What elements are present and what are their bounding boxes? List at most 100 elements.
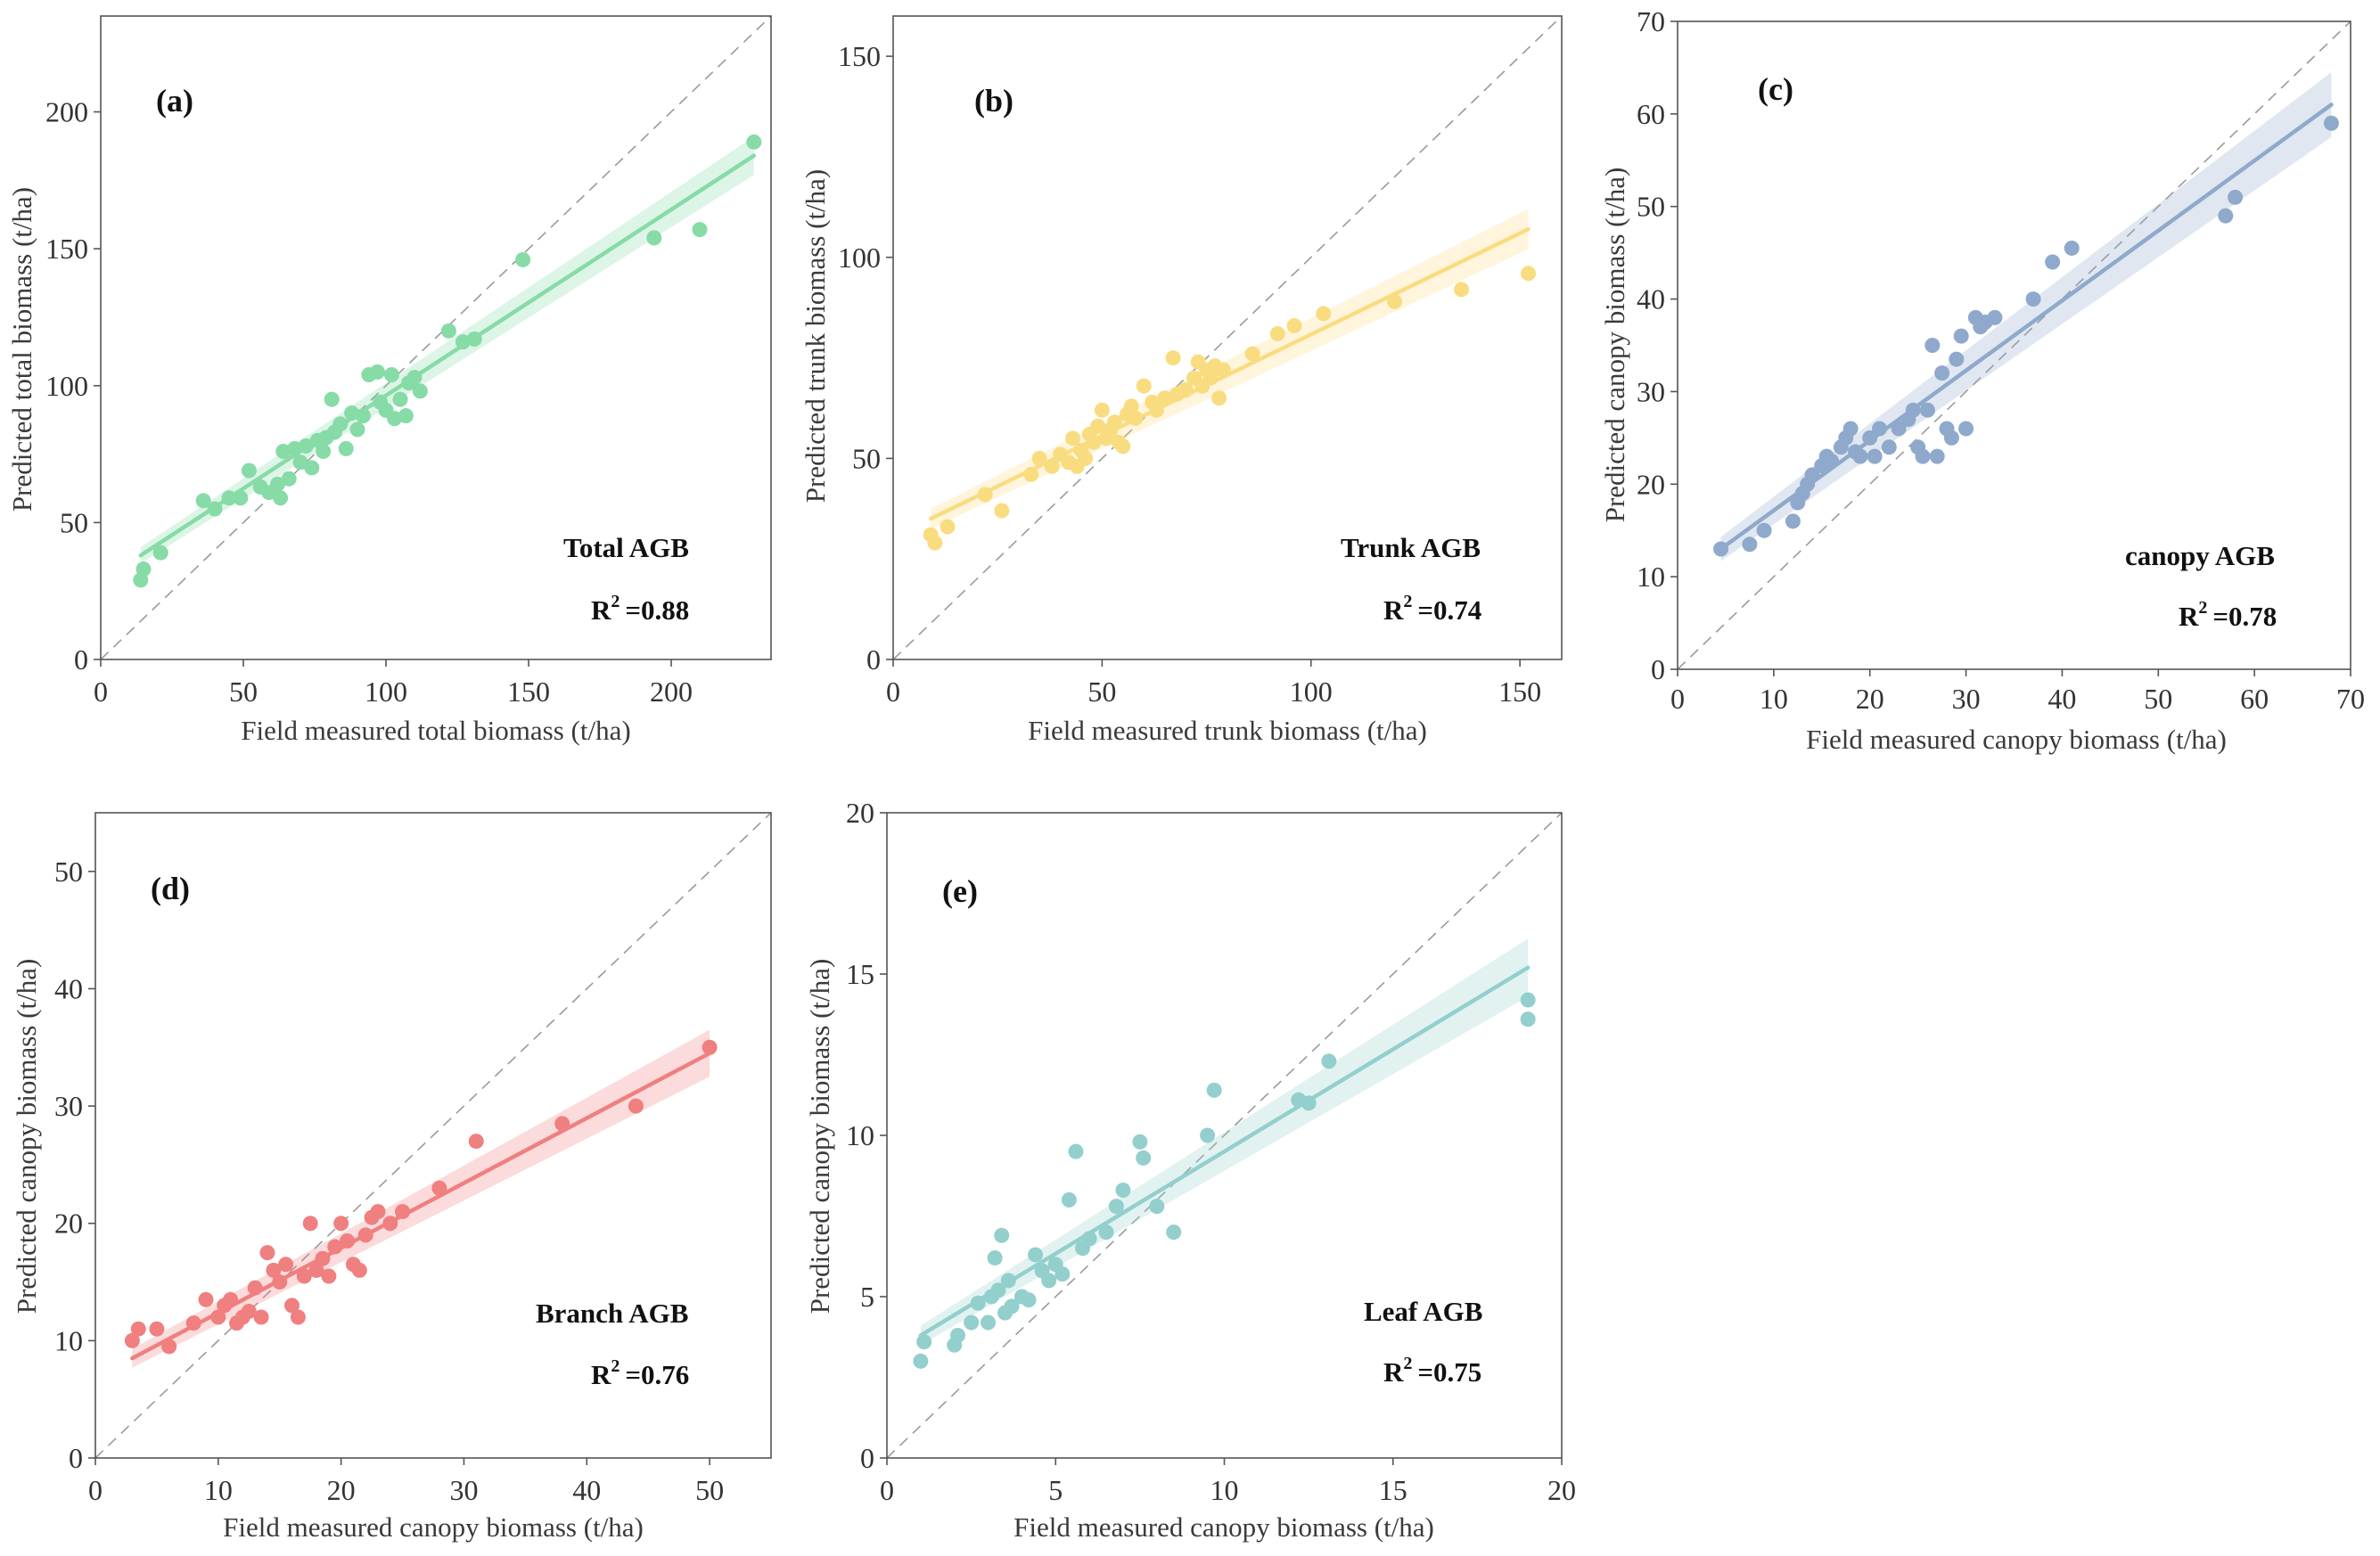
data-point	[370, 1204, 386, 1220]
x-axis-title: Field measured canopy biomass (t/ha)	[1806, 724, 2227, 755]
data-point	[1108, 1199, 1124, 1215]
one-to-one-line	[886, 812, 1563, 1459]
plot-area: 0 50 100 150 200 0 50 100 150 200	[45, 15, 772, 708]
data-point	[515, 251, 531, 267]
data-point	[241, 463, 257, 479]
y-tick-label: 40	[54, 972, 83, 1004]
data-point	[1004, 1298, 1020, 1314]
x-tick-label: 70	[2336, 683, 2365, 715]
x-axis-title: Field measured canopy biomass (t/ha)	[1014, 1511, 1434, 1543]
data-point	[994, 503, 1010, 519]
data-point	[269, 476, 285, 492]
one-to-one-line	[100, 15, 772, 660]
data-point	[308, 1262, 324, 1278]
data-point	[1090, 418, 1106, 434]
plot-area: 0 10 20 30 40 50 60 70 0 10 20 30 40 50 60 70	[1637, 5, 2365, 715]
data-point	[1149, 1199, 1165, 1215]
x-axis-title: Field measured canopy biomass (t/ha)	[223, 1511, 644, 1543]
x-tick-label: 50	[1087, 676, 1116, 708]
data-point	[2025, 291, 2041, 307]
data-point	[1098, 1224, 1114, 1241]
y-tick-label: 70	[1637, 5, 1665, 37]
data-point	[1115, 1183, 1131, 1199]
data-point	[302, 1216, 318, 1232]
data-point	[1068, 1143, 1084, 1159]
data-point	[296, 1268, 312, 1284]
x-tick-label: 100	[365, 676, 407, 708]
data-point	[292, 455, 308, 471]
x-tick-label: 0	[886, 676, 900, 708]
data-point	[278, 1257, 294, 1273]
y-tick-label: 150	[838, 40, 881, 72]
agb-label: Trunk AGB	[1341, 532, 1481, 563]
regression-line	[918, 965, 1531, 1338]
y-tick-label: 5	[860, 1281, 874, 1313]
data-point	[1881, 439, 1897, 455]
y-axis-title: Predicted canopy biomass (t/ha)	[804, 959, 835, 1314]
data-point	[1094, 402, 1110, 418]
y-tick-label: 10	[1637, 561, 1665, 593]
data-point	[198, 1291, 214, 1307]
data-point	[275, 444, 291, 460]
panel-b: 0 50 100 150 0 50 100 150 (b) Trunk AGB R2 =0.74…	[800, 15, 1563, 746]
one-to-one-line	[892, 15, 1563, 660]
data-point	[392, 391, 408, 407]
y-tick-label: 20	[1637, 468, 1665, 500]
r2-label: R2 =0.75	[1383, 1354, 1481, 1388]
plot-area: 0 5 10 15 20 0 5 10 15 20	[846, 797, 1576, 1506]
x-tick-label: 15	[1379, 1474, 1407, 1506]
r2-label: R2 =0.74	[1383, 592, 1481, 626]
r2-label: R2 =0.76	[591, 1356, 689, 1390]
x-tick-label: 100	[1290, 676, 1333, 708]
panel-e: 0 5 10 15 20 0 5 10 15 20 (e) Leaf AGB R2 =0.75 Fi…	[804, 797, 1576, 1543]
data-point	[266, 1262, 282, 1278]
x-axis-title: Field measured total biomass (t/ha)	[241, 715, 630, 746]
x-tick-label: 30	[1952, 683, 1981, 715]
x-tick-label: 0	[94, 676, 108, 708]
y-tick-label: 20	[846, 797, 874, 829]
data-point	[1211, 390, 1227, 406]
data-point	[333, 1216, 349, 1232]
y-tick-label: 100	[45, 370, 88, 402]
y-tick-label: 15	[846, 958, 874, 990]
x-tick-label: 50	[695, 1474, 724, 1506]
data-point	[1269, 325, 1285, 341]
x-tick-label: 20	[1856, 683, 1884, 715]
data-point	[1915, 448, 1931, 464]
x-axis-title: Field measured trunk biomass (t/ha)	[1028, 715, 1427, 746]
data-point	[1028, 1247, 1044, 1263]
data-point	[987, 1250, 1003, 1266]
data-point	[349, 422, 365, 438]
data-point	[940, 519, 956, 535]
x-tick-label: 0	[1670, 683, 1685, 715]
data-point	[1041, 1273, 1057, 1289]
regression-line	[928, 226, 1531, 521]
data-point	[1132, 1134, 1148, 1150]
panel-d: 0 10 20 30 40 50 0 10 20 30 40 50 (d) Branch AGB R2…	[11, 812, 772, 1543]
x-tick-label: 60	[2240, 683, 2269, 715]
panel-a: 0 50 100 150 200 0 50 100 150 200 (a) Total AGB R…	[6, 15, 772, 746]
data-point	[1136, 1150, 1152, 1166]
panel-label: (c)	[1758, 71, 1793, 107]
one-to-one-line	[1677, 20, 2351, 670]
data-point	[1286, 317, 1302, 333]
regression-line	[138, 153, 757, 558]
data-point	[913, 1353, 929, 1369]
x-tick-label: 10	[1211, 1474, 1239, 1506]
data-point	[1785, 513, 1801, 529]
data-point	[1065, 430, 1081, 446]
y-tick-label: 0	[69, 1442, 83, 1474]
regression-line	[130, 1051, 712, 1361]
y-tick-label: 0	[860, 1442, 874, 1474]
data-point	[135, 561, 152, 577]
y-axis-title: Predicted canopy biomass (t/ha)	[11, 959, 42, 1314]
plot-area: 0 10 20 30 40 50 0 10 20 30 40 50	[54, 812, 772, 1506]
data-point	[1756, 522, 1772, 538]
data-point	[124, 1332, 140, 1348]
data-point	[253, 1309, 269, 1325]
data-point	[1949, 351, 1965, 367]
data-point	[1136, 378, 1152, 394]
data-point	[369, 364, 385, 380]
x-tick-label: 20	[1547, 1474, 1576, 1506]
data-point	[1742, 536, 1758, 553]
